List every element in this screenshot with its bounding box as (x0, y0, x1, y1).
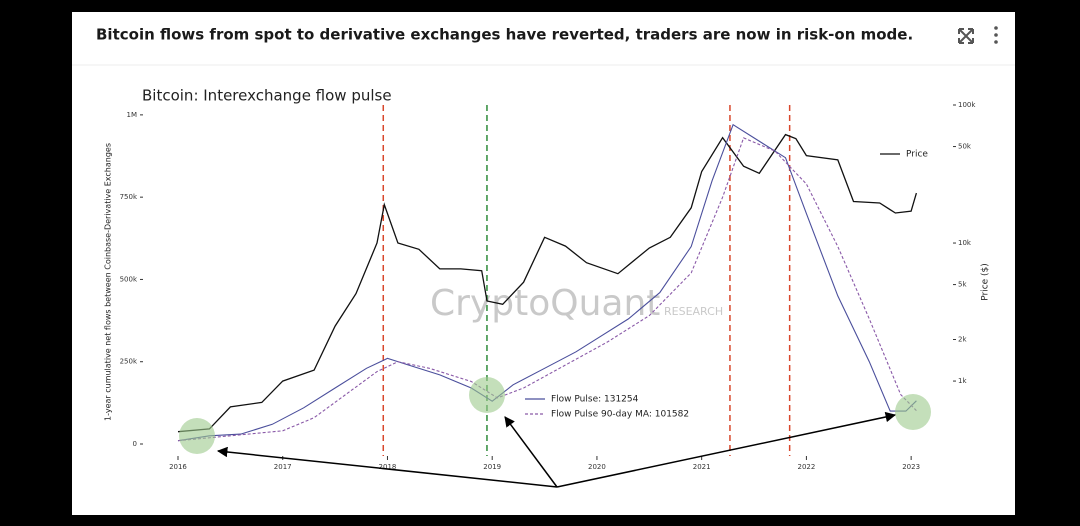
series-line (177, 137, 917, 442)
y-tick-label: 0 (133, 440, 137, 448)
x-tick-label: 2018 (379, 463, 397, 471)
y2-tick-label: 1k (958, 377, 967, 385)
y2-tick-label: 50k (958, 143, 972, 151)
y2-tick-label: 5k (958, 281, 967, 289)
y-axis-label: 1-year cumulative net flows between Coin… (104, 143, 113, 421)
legend-label: Flow Pulse: 131254 (551, 395, 639, 405)
y-tick-label: 250k (120, 358, 138, 366)
y-tick-label: 750k (120, 193, 138, 201)
x-tick-label: 2022 (797, 463, 815, 471)
x-tick-label: 2020 (588, 463, 606, 471)
legend-label: Flow Pulse 90-day MA: 101582 (551, 410, 689, 420)
y2-axis-label: Price ($) (981, 263, 991, 301)
watermark-sub: RESEARCH (664, 305, 723, 318)
series-line (177, 133, 918, 433)
arrows (216, 411, 897, 488)
plot: 0 250k 500k 750k 1M 1k 2k 5k 10k 50k 100k 2016 2017 2… (120, 101, 977, 471)
menu-icon[interactable] (994, 26, 998, 44)
highlights (179, 377, 931, 454)
chart-title: Bitcoin: Interexchange flow pulse (142, 87, 392, 105)
x-tick-label: 2019 (483, 463, 501, 471)
watermark: CryptoQuant (430, 283, 660, 324)
header-title: Bitcoin flows from spot to derivative ex… (96, 26, 913, 44)
y-tick-label: 500k (120, 275, 138, 283)
card (72, 12, 1015, 515)
x-tick-label: 2023 (902, 463, 920, 471)
legend-label: Price (906, 150, 928, 160)
y2-tick-label: 100k (958, 101, 976, 109)
expand-icon[interactable] (958, 28, 974, 44)
series-line (177, 123, 917, 442)
y2-tick-label: 10k (958, 239, 972, 247)
x-tick-label: 2017 (274, 463, 292, 471)
y2-tick-label: 2k (958, 336, 967, 344)
y-tick-label: 1M (127, 111, 138, 119)
x-tick-label: 2016 (169, 463, 187, 471)
x-tick-label: 2021 (693, 463, 711, 471)
